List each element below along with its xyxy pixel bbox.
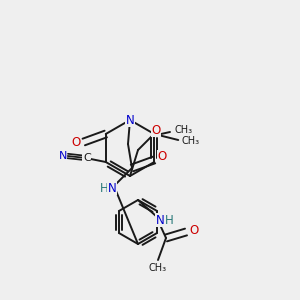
Text: N: N [108,182,116,194]
Text: CH₃: CH₃ [149,263,167,273]
Text: H: H [165,214,173,226]
Text: N: N [58,151,67,161]
Text: O: O [71,136,80,149]
Text: CH₃: CH₃ [181,136,199,146]
Text: N: N [126,113,134,127]
Text: O: O [152,124,160,136]
Text: O: O [158,151,166,164]
Text: O: O [189,224,199,236]
Text: H: H [100,182,108,194]
Text: C: C [83,153,91,163]
Text: CH₃: CH₃ [175,125,193,135]
Text: N: N [156,214,164,226]
